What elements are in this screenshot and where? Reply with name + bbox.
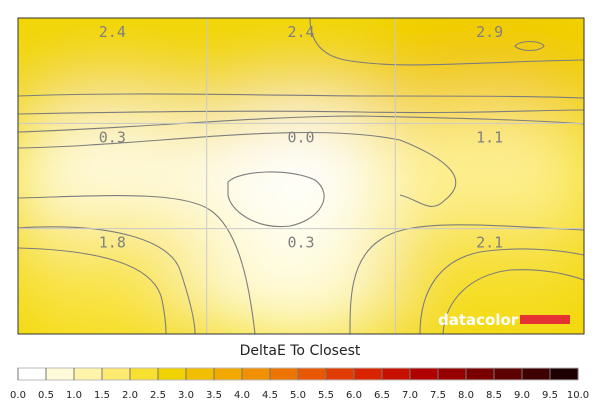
colorbar-swatch	[326, 368, 354, 380]
colorbar-swatch	[242, 368, 270, 380]
contour-line	[514, 40, 545, 52]
heatmap-cell	[372, 110, 584, 242]
heatmap-cell	[184, 18, 418, 136]
colorbar-tick-label: 4.0	[234, 390, 250, 401]
colorbar-swatch	[214, 368, 242, 380]
cell-value-label: 0.0	[287, 128, 314, 146]
colorbar-tick-label: 1.5	[94, 390, 110, 401]
colorbar-swatch	[438, 368, 466, 380]
cell-value-label: 2.4	[99, 23, 126, 41]
heatmap-cell	[18, 110, 230, 242]
contour-line	[349, 224, 584, 334]
cell-value-label: 0.3	[99, 128, 126, 146]
colorbar-tick-label: 3.5	[206, 390, 222, 401]
plot-area: 2.4 2.4 2.9 0.3 0.0 1.1 1.8 0.3 2.1 datacolor	[17, 17, 585, 335]
chart-title: DeltaE To Closest	[239, 343, 361, 359]
colorbar-swatch	[522, 368, 550, 380]
cell-value-label: 1.8	[99, 234, 126, 252]
colorbar-swatch	[130, 368, 158, 380]
colorbar-tick-label: 6.5	[374, 390, 390, 401]
colorbar-tick-label: 0.5	[38, 390, 54, 401]
contour-line	[309, 18, 584, 66]
cell-value-label: 1.1	[476, 128, 503, 146]
colorbar-swatch	[494, 368, 522, 380]
colorbar-swatch	[466, 368, 494, 380]
colorbar-tick-label: 10.0	[567, 390, 589, 401]
colorbar-tick-label: 7.0	[402, 390, 418, 401]
logo-bar	[520, 315, 570, 324]
colorbar-tick-label: 0.0	[10, 390, 26, 401]
contour-line	[18, 226, 196, 334]
colorbar-tick-label: 1.0	[66, 390, 82, 401]
contour-lines	[18, 18, 584, 334]
cell-value-label: 2.4	[287, 23, 314, 41]
colorbar-swatch	[158, 368, 186, 380]
colorbar-swatch	[410, 368, 438, 380]
grid-lines	[18, 18, 584, 334]
cell-value-label: 2.9	[476, 23, 503, 41]
colorbar-swatch	[46, 368, 74, 380]
contour-line	[419, 248, 584, 334]
heatmap-cell	[372, 216, 584, 334]
colorbar-tick-label: 2.0	[122, 390, 138, 401]
contour-line	[18, 131, 457, 207]
contour-line	[18, 247, 167, 334]
colorbar-ticks: 0.0 0.5 1.0 1.5 2.0 2.5 3.0 3.5 4.0 4.5 5.0 5.5 6.0 6…	[10, 368, 589, 401]
heatmap-cell	[372, 18, 584, 136]
colorbar-tick-label: 5.5	[318, 390, 334, 401]
cell-labels: 2.4 2.4 2.9 0.3 0.0 1.1 1.8 0.3 2.1	[99, 23, 503, 252]
colorbar-swatch	[102, 368, 130, 380]
colorbar: 0.0 0.5 1.0 1.5 2.0 2.5 3.0 3.5 4.0 4.5 5.0 5.5 6.0 6…	[10, 367, 589, 401]
cell-value-label: 0.3	[287, 234, 314, 252]
contour-line	[18, 109, 584, 115]
colorbar-swatch	[550, 368, 578, 380]
contour-line	[227, 171, 325, 228]
contour-line	[442, 269, 584, 334]
plot-border	[17, 17, 585, 335]
colorbar-swatch	[270, 368, 298, 380]
colorbar-swatch	[186, 368, 214, 380]
colorbar-tick-label: 7.5	[430, 390, 446, 401]
cell-value-label: 2.1	[476, 234, 503, 252]
contour-line	[18, 115, 584, 133]
contour-line	[18, 93, 584, 99]
colorbar-swatch	[298, 368, 326, 380]
colorbar-tick-label: 9.0	[514, 390, 530, 401]
logo-text: datacolor	[438, 311, 519, 329]
colorbar-swatch	[74, 368, 102, 380]
colorbar-tick-label: 4.5	[262, 390, 278, 401]
colorbar-tick-label: 2.5	[150, 390, 166, 401]
colorbar-swatch	[354, 368, 382, 380]
heatmap-cell	[18, 216, 230, 334]
colorbar-swatch	[18, 368, 46, 380]
colorbar-swatch	[382, 368, 410, 380]
heatmap-cell	[184, 216, 418, 334]
brand-logo: datacolor	[438, 311, 570, 329]
heatmap-surface	[18, 18, 584, 334]
colorbar-tick-label: 6.0	[346, 390, 362, 401]
heatmap-cell	[184, 110, 418, 242]
colorbar-tick-label: 3.0	[178, 390, 194, 401]
colorbar-tick-label: 9.5	[542, 390, 558, 401]
colorbar-tick-label: 8.0	[458, 390, 474, 401]
colorbar-tick-label: 5.0	[290, 390, 306, 401]
heatmap-cell	[18, 18, 230, 136]
colorbar-tick-label: 8.5	[486, 390, 502, 401]
